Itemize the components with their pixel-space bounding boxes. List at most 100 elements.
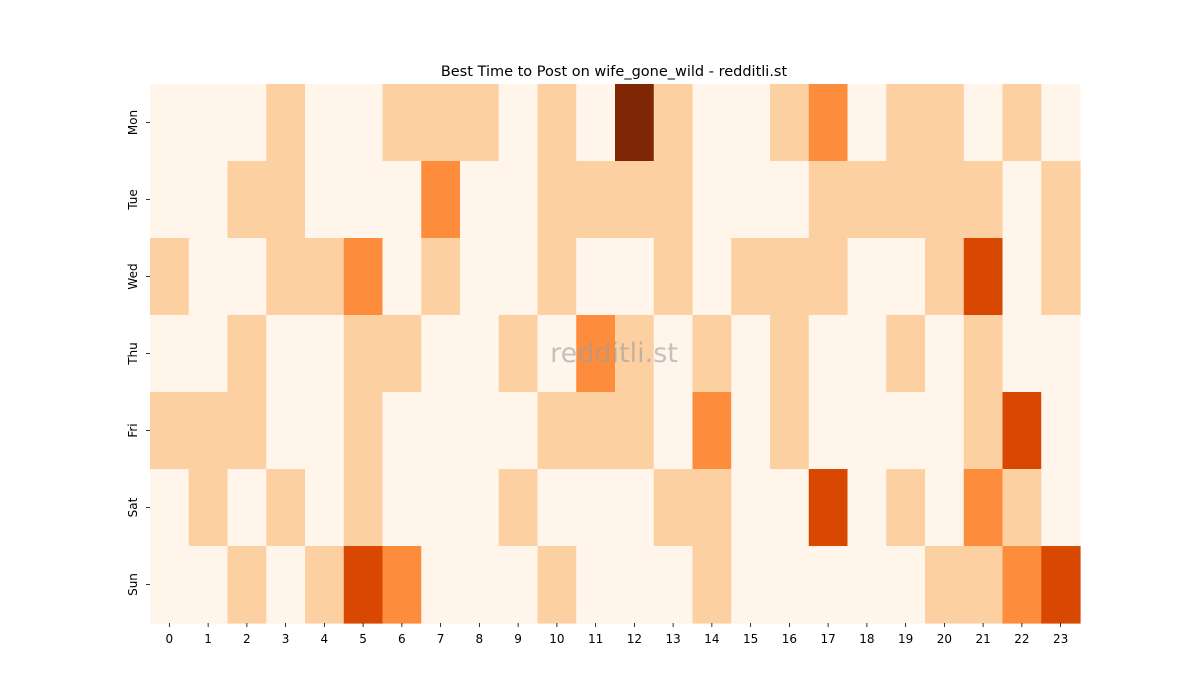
heatmap-cell-fri-4 — [305, 392, 345, 470]
heatmap-cell-wed-21 — [963, 238, 1004, 316]
heatmap-cell-sat-7 — [421, 469, 461, 547]
heatmap-cell-sun-3 — [266, 546, 306, 624]
heatmap-cells — [150, 84, 1081, 624]
heatmap-cell-sat-1 — [188, 469, 229, 547]
heatmap-cell-sun-2 — [227, 546, 267, 624]
heatmap-cell-sat-14 — [692, 469, 732, 547]
heatmap-cell-wed-9 — [498, 238, 539, 316]
heatmap-cell-wed-7 — [421, 238, 461, 316]
heatmap-cell-tue-17 — [808, 161, 849, 239]
heatmap-cell-sun-15 — [731, 546, 771, 624]
heatmap-cell-wed-13 — [653, 238, 694, 316]
heatmap-cell-sat-16 — [770, 469, 810, 547]
heatmap-cell-thu-0 — [150, 315, 190, 393]
heatmap-cell-mon-1 — [188, 84, 229, 162]
heatmap-cell-mon-11 — [576, 84, 616, 162]
heatmap-cell-wed-10 — [537, 238, 577, 316]
heatmap-cell-fri-12 — [615, 392, 655, 470]
heatmap-cell-fri-6 — [382, 392, 422, 470]
x-tick-label: 20 — [937, 632, 952, 646]
heatmap-cell-sun-18 — [847, 546, 887, 624]
heatmap-cell-tue-21 — [963, 161, 1004, 239]
heatmap-cell-tue-10 — [537, 161, 577, 239]
x-tick-label: 11 — [588, 632, 603, 646]
heatmap-cell-sun-16 — [770, 546, 810, 624]
y-axis: Mon Tue Wed Thu Fri Sat Sun — [126, 110, 150, 596]
heatmap-cell-tue-19 — [886, 161, 926, 239]
heatmap-cell-thu-23 — [1041, 315, 1081, 393]
heatmap-cell-sun-5 — [343, 546, 384, 624]
x-tick-label: 14 — [704, 632, 719, 646]
heatmap-cell-sat-0 — [150, 469, 190, 547]
heatmap-cell-tue-22 — [1002, 161, 1042, 239]
x-tick-label: 6 — [398, 632, 406, 646]
y-tick-label: Mon — [126, 110, 140, 135]
heatmap-cell-mon-7 — [421, 84, 461, 162]
heatmap-cell-sat-20 — [925, 469, 965, 547]
heatmap-cell-tue-11 — [576, 161, 616, 239]
heatmap-cell-sat-10 — [537, 469, 577, 547]
heatmap-cell-tue-18 — [847, 161, 887, 239]
heatmap-cell-wed-18 — [847, 238, 887, 316]
watermark-text: redditli.st — [550, 338, 678, 369]
heatmap-cell-fri-11 — [576, 392, 616, 470]
heatmap-cell-mon-16 — [770, 84, 810, 162]
heatmap-cell-sun-22 — [1002, 546, 1042, 624]
heatmap-cell-thu-15 — [731, 315, 771, 393]
heatmap-cell-mon-2 — [227, 84, 267, 162]
heatmap-cell-mon-14 — [692, 84, 732, 162]
heatmap-cell-thu-8 — [460, 315, 500, 393]
heatmap-cell-thu-2 — [227, 315, 267, 393]
heatmap-cell-mon-21 — [963, 84, 1004, 162]
heatmap-cell-sun-0 — [150, 546, 190, 624]
x-tick-label: 21 — [975, 632, 990, 646]
heatmap-cell-mon-13 — [653, 84, 694, 162]
heatmap-cell-fri-1 — [188, 392, 229, 470]
heatmap-cell-sun-7 — [421, 546, 461, 624]
heatmap-cell-sat-12 — [615, 469, 655, 547]
heatmap-cell-fri-7 — [421, 392, 461, 470]
heatmap-cell-sun-1 — [188, 546, 229, 624]
heatmap-cell-fri-13 — [653, 392, 694, 470]
heatmap-cell-fri-17 — [808, 392, 849, 470]
heatmap-cell-fri-0 — [150, 392, 190, 470]
y-tick-label: Wed — [126, 263, 140, 289]
heatmap-cell-thu-5 — [343, 315, 384, 393]
x-tick-label: 8 — [476, 632, 484, 646]
heatmap-cell-tue-7 — [421, 161, 461, 239]
x-tick-label: 10 — [549, 632, 564, 646]
heatmap-cell-thu-18 — [847, 315, 887, 393]
heatmap-cell-sat-23 — [1041, 469, 1081, 547]
heatmap-cell-wed-23 — [1041, 238, 1081, 316]
heatmap-cell-mon-10 — [537, 84, 577, 162]
heatmap-cell-mon-15 — [731, 84, 771, 162]
heatmap-cell-thu-6 — [382, 315, 422, 393]
x-tick-label: 7 — [437, 632, 445, 646]
heatmap-cell-fri-23 — [1041, 392, 1081, 470]
heatmap-cell-wed-4 — [305, 238, 345, 316]
heatmap-cell-fri-2 — [227, 392, 267, 470]
x-tick-label: 12 — [627, 632, 642, 646]
heatmap-cell-fri-21 — [963, 392, 1004, 470]
heatmap-cell-mon-17 — [808, 84, 849, 162]
heatmap-cell-sun-19 — [886, 546, 926, 624]
heatmap-cell-thu-3 — [266, 315, 306, 393]
x-tick-label: 2 — [243, 632, 251, 646]
heatmap-cell-wed-8 — [460, 238, 500, 316]
heatmap-cell-sat-8 — [460, 469, 500, 547]
heatmap-cell-sat-9 — [498, 469, 539, 547]
heatmap-cell-fri-19 — [886, 392, 926, 470]
heatmap-cell-mon-18 — [847, 84, 887, 162]
heatmap-cell-tue-20 — [925, 161, 965, 239]
heatmap-cell-tue-2 — [227, 161, 267, 239]
heatmap-cell-tue-14 — [692, 161, 732, 239]
heatmap-cell-thu-4 — [305, 315, 345, 393]
heatmap-cell-tue-0 — [150, 161, 190, 239]
x-axis: 0 1 2 3 4 5 6 7 8 9 10 11 12 13 14 15 16 17 18 19 20 21 22 23 — [166, 623, 1068, 646]
x-tick-label: 4 — [321, 632, 329, 646]
heatmap-cell-fri-20 — [925, 392, 965, 470]
x-tick-label: 1 — [204, 632, 212, 646]
heatmap-cell-wed-22 — [1002, 238, 1042, 316]
heatmap-cell-wed-3 — [266, 238, 306, 316]
heatmap-cell-sat-19 — [886, 469, 926, 547]
